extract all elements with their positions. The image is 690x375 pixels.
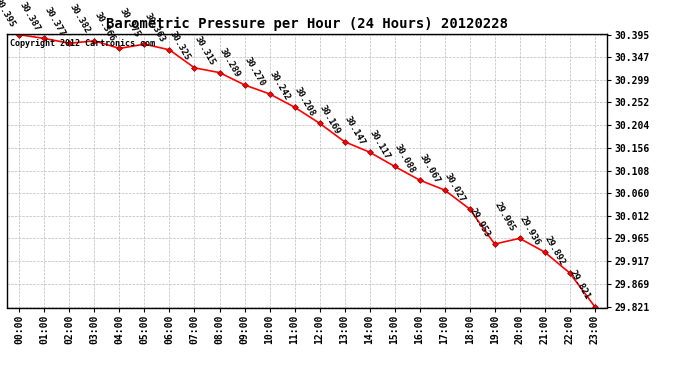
Text: 30.395: 30.395 [0,0,17,29]
Text: 29.953: 29.953 [468,206,492,238]
Text: 30.208: 30.208 [293,85,317,118]
Text: 30.387: 30.387 [18,0,41,33]
Text: 30.147: 30.147 [343,114,367,147]
Text: 30.315: 30.315 [193,34,217,67]
Text: 30.363: 30.363 [143,12,167,44]
Text: Copyright 2012 Cartronics.com: Copyright 2012 Cartronics.com [10,39,155,48]
Text: 30.289: 30.289 [218,47,241,80]
Text: 29.936: 29.936 [518,214,542,246]
Text: 30.067: 30.067 [418,152,442,184]
Text: 30.117: 30.117 [368,128,392,161]
Text: 29.821: 29.821 [568,268,592,301]
Text: 30.242: 30.242 [268,69,292,102]
Text: 29.965: 29.965 [493,200,517,233]
Text: 30.377: 30.377 [43,5,67,38]
Text: 30.169: 30.169 [318,104,342,136]
Text: 30.088: 30.088 [393,142,417,174]
Text: 30.270: 30.270 [243,56,267,88]
Text: 30.375: 30.375 [118,6,141,39]
Title: Barometric Pressure per Hour (24 Hours) 20120228: Barometric Pressure per Hour (24 Hours) … [106,17,508,31]
Text: 30.325: 30.325 [168,30,192,62]
Text: 30.027: 30.027 [443,171,467,203]
Text: 30.366: 30.366 [92,10,117,43]
Text: 30.382: 30.382 [68,3,92,35]
Text: 29.892: 29.892 [543,235,567,267]
